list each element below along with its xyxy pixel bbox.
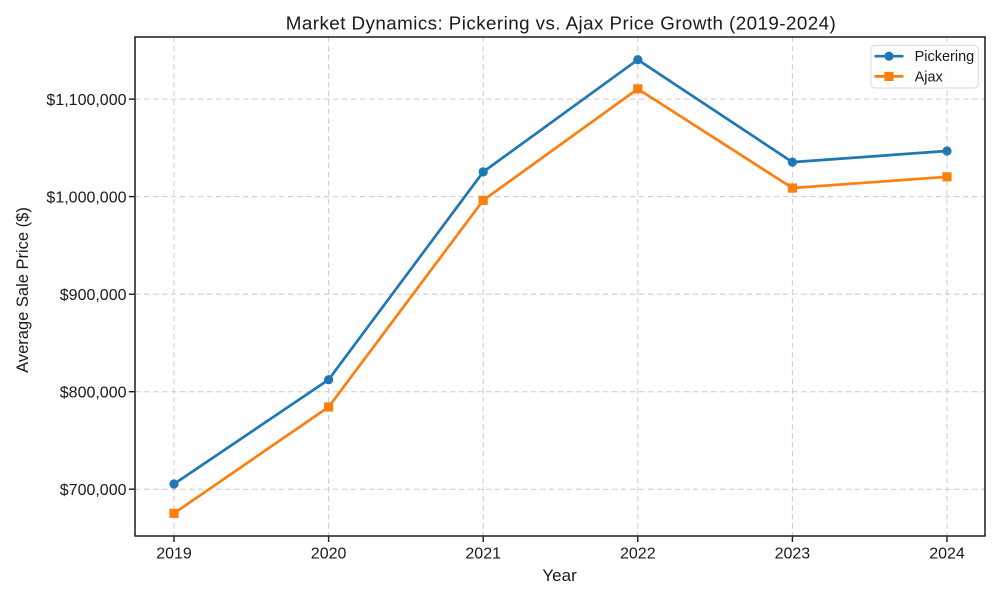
svg-text:Pickering: Pickering [915,49,975,65]
svg-text:Market Dynamics: Pickering vs.: Market Dynamics: Pickering vs. Ajax Pric… [286,13,836,34]
svg-text:$700,000: $700,000 [60,482,127,499]
svg-text:$1,000,000: $1,000,000 [46,189,126,206]
svg-text:2022: 2022 [620,546,656,563]
svg-text:2020: 2020 [311,546,347,563]
svg-text:$1,100,000: $1,100,000 [46,92,126,109]
svg-text:Average Sale Price ($): Average Sale Price ($) [14,207,32,373]
svg-text:Ajax: Ajax [915,69,944,85]
svg-text:$900,000: $900,000 [60,287,127,304]
svg-text:2019: 2019 [156,546,192,563]
svg-text:Year: Year [542,566,577,585]
svg-text:2021: 2021 [465,546,501,563]
svg-text:$800,000: $800,000 [60,384,127,401]
svg-text:2023: 2023 [775,546,811,563]
svg-text:2024: 2024 [929,546,965,563]
